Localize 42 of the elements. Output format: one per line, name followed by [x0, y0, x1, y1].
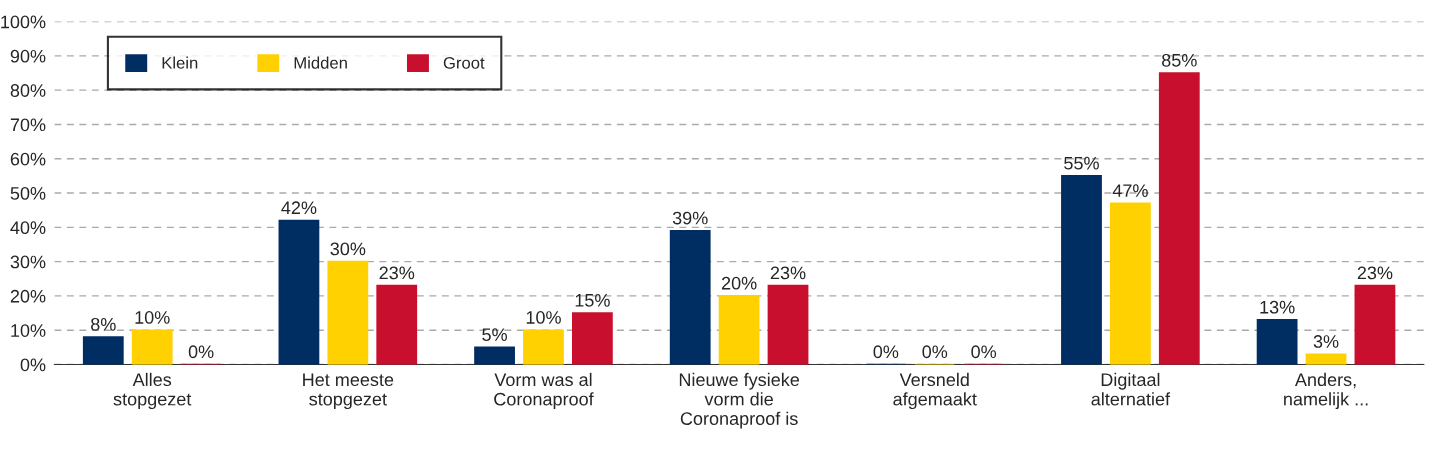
- data-label: 23%: [770, 266, 806, 280]
- y-tick-label: 40%: [10, 221, 46, 235]
- data-label: 0%: [922, 345, 948, 359]
- x-tick-label: Anders, namelijk ...: [1284, 372, 1368, 410]
- data-label: 55%: [1064, 156, 1099, 170]
- y-tick-label: 30%: [10, 255, 46, 269]
- data-label: 13%: [1260, 300, 1295, 314]
- data-label: 0%: [188, 345, 214, 359]
- y-tick-label: 50%: [10, 186, 46, 200]
- x-tick-label: Nieuwe fysieke vorm die Coronaproof is: [679, 372, 800, 429]
- y-tick-label: 60%: [10, 152, 46, 166]
- legend-label: Klein: [162, 56, 198, 69]
- data-label: 23%: [379, 266, 415, 280]
- data-label: 15%: [575, 294, 610, 307]
- data-label: 20%: [721, 276, 757, 290]
- y-tick-label: 10%: [11, 324, 46, 337]
- data-label: 30%: [330, 242, 366, 256]
- data-label: 42%: [281, 201, 317, 215]
- data-label: 47%: [1112, 184, 1148, 197]
- data-label: 23%: [1357, 266, 1393, 280]
- data-label: 8%: [91, 317, 116, 331]
- y-tick-label: 20%: [10, 289, 46, 303]
- data-label: 0%: [971, 345, 997, 359]
- y-tick-label: 80%: [10, 84, 46, 97]
- y-tick-label: 0%: [20, 358, 46, 372]
- data-label: 3%: [1313, 335, 1339, 348]
- legend-label: Groot: [443, 56, 485, 69]
- data-label: 10%: [526, 311, 561, 324]
- x-tick-label: Digitaal alternatief: [1091, 372, 1171, 406]
- data-label: 10%: [135, 311, 170, 324]
- y-tick-label: 70%: [10, 118, 46, 132]
- x-tick-label: Versneld afgemaakt: [893, 372, 977, 410]
- data-label: 39%: [672, 211, 708, 225]
- x-tick-label: Alles stopgezet: [113, 372, 192, 410]
- data-label: 5%: [482, 328, 507, 342]
- x-tick-label: Het meeste stopgezet: [303, 373, 394, 410]
- legend-label: Midden: [294, 56, 347, 69]
- y-tick-label: 90%: [10, 49, 46, 63]
- y-tick-label: 100%: [1, 15, 46, 29]
- data-label: 0%: [873, 345, 899, 359]
- data-label: 85%: [1162, 53, 1197, 67]
- x-tick-label: Vorm was al Coronaproof: [494, 372, 594, 410]
